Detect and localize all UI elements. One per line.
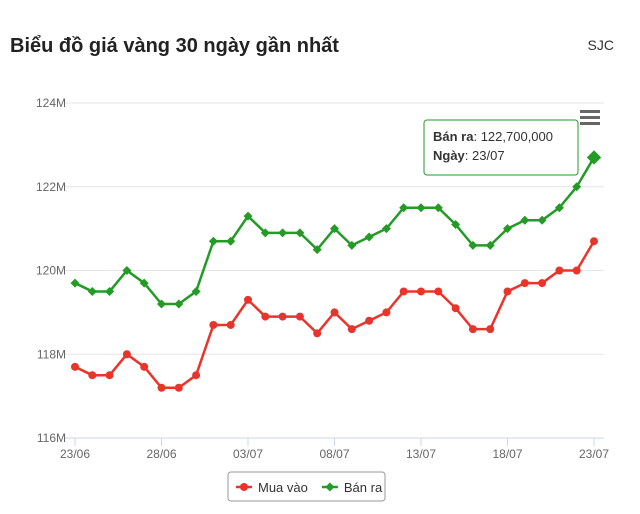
data-point xyxy=(347,325,356,334)
data-point xyxy=(486,325,495,334)
data-point xyxy=(503,287,512,296)
data-point xyxy=(140,362,149,371)
data-point xyxy=(468,240,478,250)
legend-marker xyxy=(240,483,248,491)
data-point xyxy=(122,350,131,359)
x-tick-label: 18/07 xyxy=(492,447,522,461)
data-point xyxy=(244,295,252,304)
x-tick-label: 23/06 xyxy=(60,447,90,461)
y-tick-label: 120M xyxy=(36,264,66,278)
menu-button[interactable] xyxy=(580,110,600,125)
data-point xyxy=(330,308,339,317)
legend-marker xyxy=(325,482,335,492)
data-point xyxy=(87,286,97,296)
source-selector[interactable]: SJC xyxy=(588,37,614,53)
data-point xyxy=(381,224,391,234)
tooltip-line: Ngày: 23/07 xyxy=(433,148,505,163)
data-point xyxy=(572,182,582,192)
x-tick-label: 13/07 xyxy=(406,447,436,461)
data-point xyxy=(364,232,374,242)
data-point xyxy=(572,266,581,275)
data-point xyxy=(157,299,166,309)
x-tick-label: 08/07 xyxy=(319,447,349,461)
data-point xyxy=(554,203,564,213)
tooltip-value: 122,700,000 xyxy=(481,129,553,144)
data-point xyxy=(313,329,322,338)
data-point xyxy=(538,279,547,288)
data-point xyxy=(71,362,79,371)
data-point xyxy=(468,325,477,334)
data-point xyxy=(330,224,339,234)
x-tick-label: 23/07 xyxy=(579,447,609,461)
data-point xyxy=(208,236,218,246)
legend-label[interactable]: Bán ra xyxy=(344,480,383,495)
data-point xyxy=(416,203,426,213)
data-point xyxy=(174,383,183,392)
data-point xyxy=(191,286,201,296)
data-point xyxy=(590,237,598,246)
data-point xyxy=(537,215,547,225)
data-point xyxy=(365,316,374,325)
data-point xyxy=(555,266,564,275)
data-point xyxy=(261,312,270,321)
data-point xyxy=(139,278,149,288)
data-point xyxy=(503,224,512,234)
data-point xyxy=(157,383,166,392)
data-point xyxy=(399,203,409,213)
data-point xyxy=(433,203,443,213)
data-point xyxy=(520,279,529,288)
legend-label[interactable]: Mua vào xyxy=(258,480,308,495)
data-point xyxy=(451,304,460,313)
data-point xyxy=(243,211,253,221)
data-point xyxy=(105,286,115,296)
data-point xyxy=(278,312,287,321)
data-point xyxy=(347,240,357,250)
data-point xyxy=(485,240,495,250)
data-point xyxy=(295,312,304,321)
legend: Mua vào Bán ra xyxy=(236,480,383,495)
tooltip-date-label: Ngày xyxy=(433,148,466,163)
data-point xyxy=(520,215,530,225)
data-point xyxy=(105,371,114,380)
y-tick-label: 118M xyxy=(37,347,66,361)
chart-title: Biểu đồ giá vàng 30 ngày gần nhất xyxy=(10,35,339,57)
data-point xyxy=(417,287,425,296)
tooltip-date: 23/07 xyxy=(472,148,505,163)
data-point xyxy=(192,371,201,380)
data-point xyxy=(88,371,97,380)
tooltip-box xyxy=(423,119,579,176)
data-point xyxy=(278,228,288,238)
y-tick-label: 124M xyxy=(36,96,66,110)
data-point xyxy=(226,320,235,329)
data-point xyxy=(451,219,461,229)
plot-area: 116M 118M 120M 122M 124M 23/06 28/06 03/07 08/07… xyxy=(36,96,609,461)
data-point xyxy=(226,236,236,246)
x-tick-label: 03/07 xyxy=(233,447,263,461)
data-point xyxy=(174,299,184,309)
tooltip-series: Bán ra xyxy=(433,129,474,144)
data-point xyxy=(295,228,305,238)
y-tick-label: 122M xyxy=(36,180,66,194)
data-point xyxy=(586,150,602,165)
legend-box xyxy=(227,471,386,502)
data-point xyxy=(382,308,391,317)
tooltip: Bán ra: 122,700,000 Ngày: 23/07 xyxy=(423,119,579,176)
data-point xyxy=(312,245,322,255)
data-point xyxy=(399,287,408,296)
data-point xyxy=(122,266,132,275)
data-point xyxy=(434,287,443,296)
data-point xyxy=(260,228,270,238)
data-point xyxy=(209,320,218,329)
x-tick-label: 28/06 xyxy=(146,447,176,461)
y-tick-label: 116M xyxy=(37,431,66,445)
data-point xyxy=(70,278,80,288)
tooltip-line: Bán ra: 122,700,000 xyxy=(433,129,553,144)
